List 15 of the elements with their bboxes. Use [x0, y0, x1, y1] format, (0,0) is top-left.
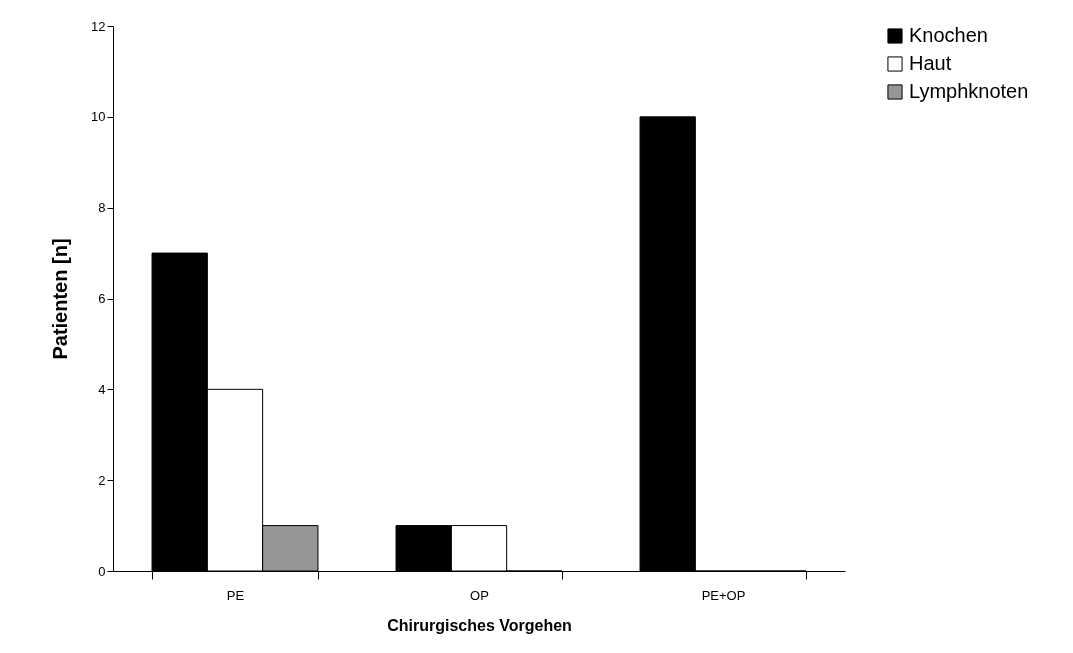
x-tick-label: OP	[470, 587, 489, 603]
y-tick-label: 12	[91, 18, 106, 34]
legend-label: Knochen	[909, 24, 988, 46]
x-axis-title: Chirurgisches Vorgehen	[387, 616, 572, 634]
y-axis-title: Patienten [n]	[49, 238, 72, 360]
x-tick-label: PE	[226, 587, 245, 603]
y-tick-label: 2	[98, 472, 106, 488]
y-tick-label: 6	[98, 291, 106, 306]
y-tick-label: 0	[98, 563, 106, 579]
legend-label: Lymphknoten	[909, 80, 1029, 102]
y-tick-label: 10	[91, 109, 106, 125]
legend-label: Haut	[909, 52, 952, 74]
x-tick-label: PE+OP	[701, 587, 746, 603]
y-tick-label: 4	[98, 381, 106, 397]
y-tick-label: 8	[98, 200, 106, 216]
